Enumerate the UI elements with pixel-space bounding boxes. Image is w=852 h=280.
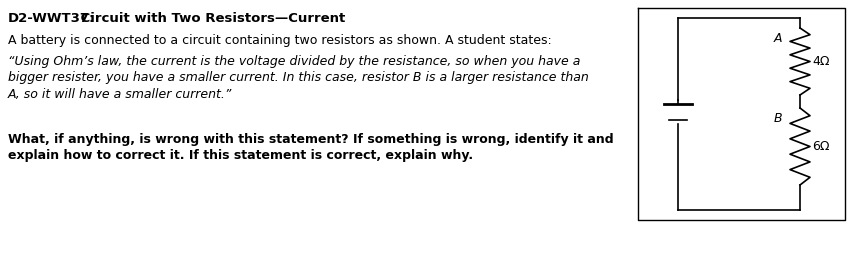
Text: A battery is connected to a circuit containing two resistors as shown. A student: A battery is connected to a circuit cont… (8, 34, 552, 47)
Text: “Using Ohm’s law, the current is the voltage divided by the resistance, so when : “Using Ohm’s law, the current is the vol… (8, 55, 589, 101)
Text: A: A (774, 32, 782, 45)
Text: Circuit with Two Resistors—Current: Circuit with Two Resistors—Current (76, 12, 345, 25)
Text: D2-WWT37:: D2-WWT37: (8, 12, 95, 25)
Text: B: B (774, 112, 782, 125)
Text: 6Ω: 6Ω (812, 140, 830, 153)
Text: What, if anything, is wrong with this statement? If something is wrong, identify: What, if anything, is wrong with this st… (8, 133, 613, 162)
Text: 4Ω: 4Ω (812, 55, 830, 68)
